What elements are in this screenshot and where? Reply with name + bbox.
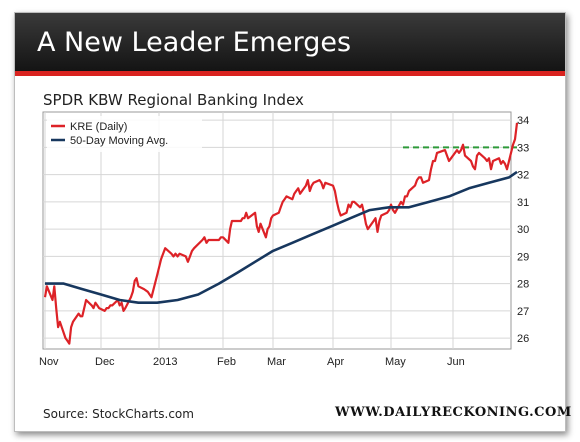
banner-title: A New Leader Emerges (37, 27, 352, 58)
y-tick-label: 34 (517, 115, 529, 127)
x-tick-label: Apr (327, 356, 344, 368)
y-tick-label: 28 (517, 279, 529, 291)
x-tick-label: Feb (217, 356, 236, 368)
legend-label-ma: 50-Day Moving Avg. (70, 135, 168, 147)
source-credit: Source: StockCharts.com (43, 407, 194, 421)
y-tick-label: 31 (517, 197, 529, 209)
x-tick-label: Nov (39, 356, 59, 368)
x-tick-label: 2013 (153, 356, 177, 368)
legend-label-kre: KRE (Daily) (70, 121, 127, 133)
x-tick-label: Dec (95, 356, 115, 368)
legend-box (47, 116, 202, 152)
chart-title: SPDR KBW Regional Banking Index (43, 91, 304, 109)
y-tick-label: 27 (517, 306, 529, 318)
banner: A New Leader Emerges (15, 13, 565, 76)
brand-url: WWW.DAILYRECKONING.COM (335, 405, 572, 420)
chart-card: A New Leader Emerges SPDR KBW Regional B… (14, 12, 571, 432)
price-chart: 26 27 28 29 30 31 32 33 34 Nov Dec 2013 Feb Mar Apr May… (39, 111, 529, 368)
y-tick-label: 33 (517, 142, 529, 154)
kre-daily-line (43, 122, 519, 345)
y-tick-label: 32 (517, 170, 529, 182)
x-tick-label: Jun (447, 356, 465, 368)
moving-average-line (45, 170, 518, 305)
y-tick-label: 26 (517, 333, 529, 345)
plot-area (42, 111, 512, 350)
x-tick-label: Mar (267, 356, 286, 368)
y-tick-label: 30 (517, 224, 529, 236)
y-tick-label: 29 (517, 251, 529, 263)
x-tick-label: May (385, 356, 406, 368)
